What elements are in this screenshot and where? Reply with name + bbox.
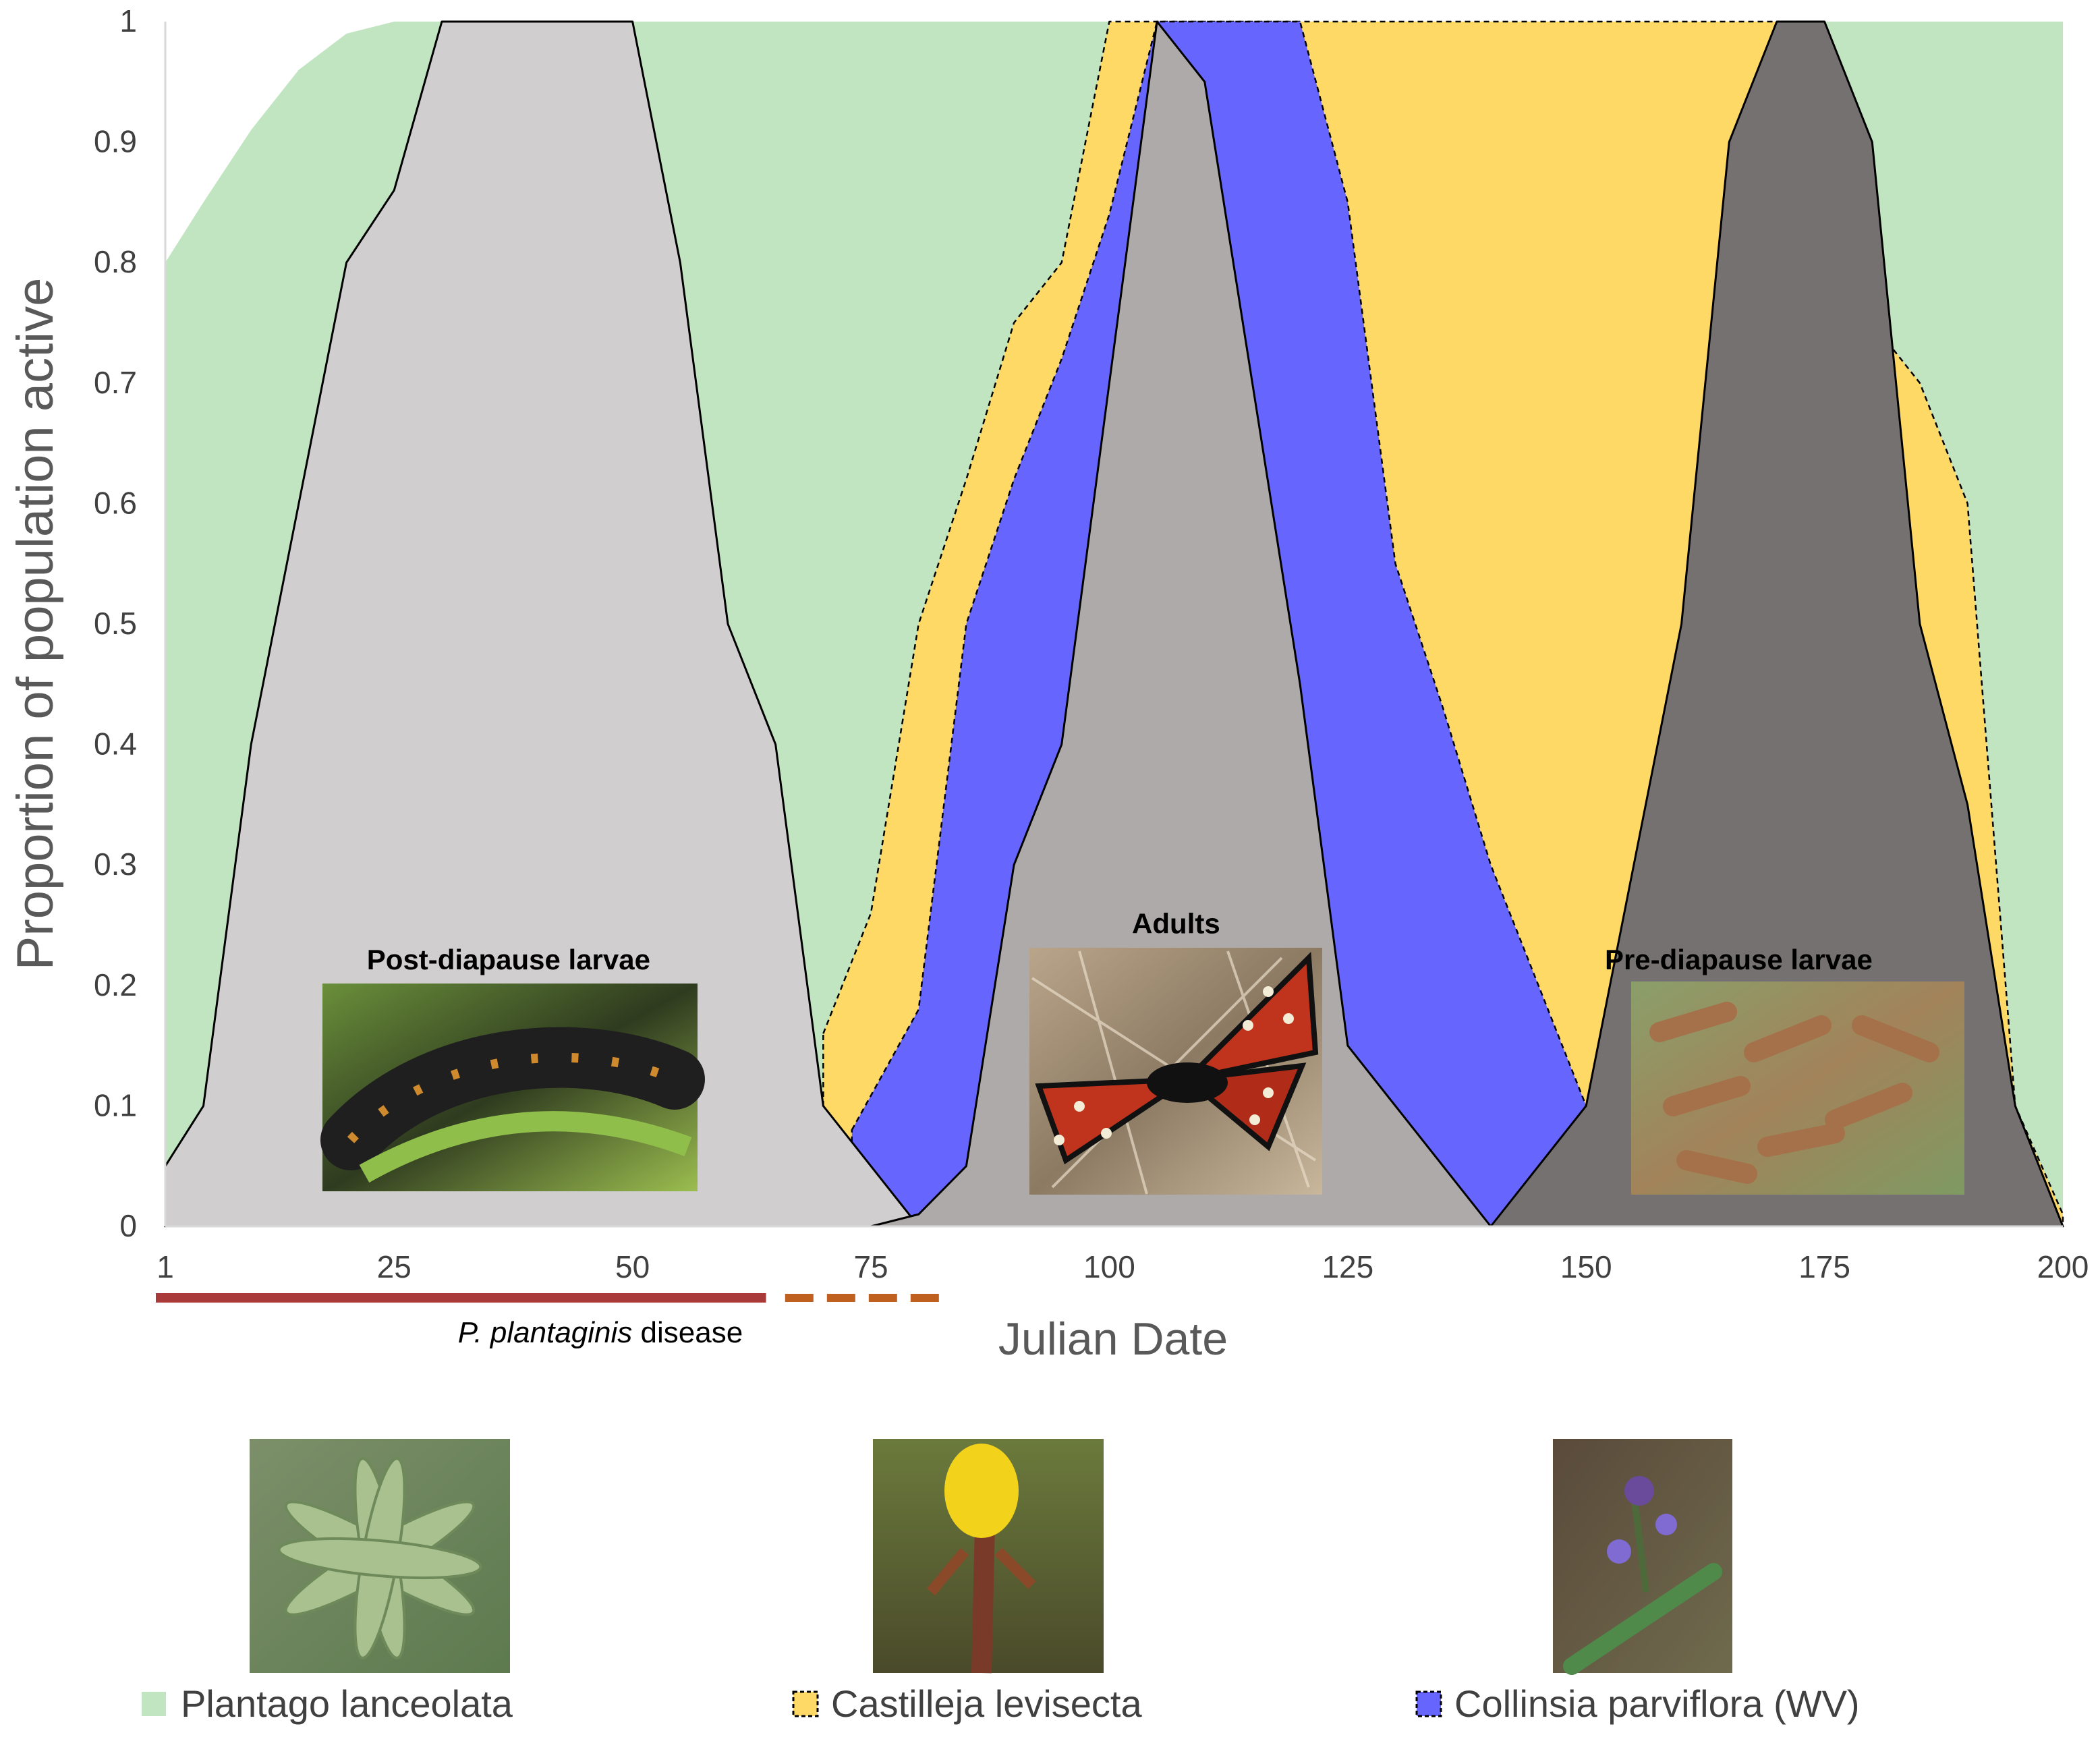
y-axis-title: Proportion of population active: [7, 278, 64, 971]
y-tick-label: 0: [119, 1208, 137, 1243]
x-tick-label: 1: [157, 1249, 174, 1284]
x-tick-label: 50: [615, 1249, 650, 1284]
y-tick-label: 0.3: [94, 847, 137, 882]
stage-label-post-diapause-larvae: Post-diapause larvae: [367, 944, 650, 975]
y-tick-label: 0.7: [94, 365, 137, 400]
legend-label-collinsia: Collinsia parviflora (WV): [1454, 1682, 1860, 1725]
x-axis-title: Julian Date: [998, 1313, 1228, 1365]
y-tick-label: 0.2: [94, 967, 137, 1002]
collinsia-photo: [1553, 1439, 1732, 1675]
stage-labels: Post-diapause larvae Adults Pre-diapause l…: [367, 908, 1873, 976]
x-tick-label: 175: [1798, 1249, 1850, 1284]
x-tick-label: 150: [1560, 1249, 1612, 1284]
legend-label-castilleja: Castilleja levisecta: [831, 1682, 1142, 1725]
disease-label: P. plantaginis disease: [458, 1316, 743, 1349]
post-diapause-larvae-photo: [320, 984, 705, 1191]
axis-ticks: 00.10.20.30.40.50.60.70.80.911 25 50 75 100 1…: [94, 3, 2089, 1284]
stage-label-pre-diapause-larvae: Pre-diapause larvae: [1605, 944, 1873, 975]
castilleja-photo: [873, 1439, 1104, 1674]
legend-swatch-castilleja: [792, 1690, 819, 1717]
area-post-diapause-larvae: [164, 20, 920, 1228]
x-tick-label: 125: [1322, 1249, 1373, 1284]
adult-butterfly-photo: [1029, 948, 1322, 1195]
legend-label-plantago: Plantago lanceolata: [181, 1682, 513, 1725]
legend-swatch-plantago: [142, 1692, 166, 1716]
stage-label-adults: Adults: [1132, 908, 1220, 940]
pre-diapause-larvae-photo: [1631, 981, 1964, 1195]
y-tick-label: 0.1: [94, 1087, 137, 1122]
y-tick-label: 0.4: [94, 727, 137, 762]
legend-swatch-collinsia: [1415, 1690, 1442, 1717]
y-tick-label: 1: [119, 3, 137, 38]
area-adults: [870, 20, 1492, 1228]
area-pre-diapause-larvae: [1489, 20, 2064, 1228]
x-tick-label: 200: [2037, 1249, 2089, 1284]
x-tick-label: 25: [377, 1249, 412, 1284]
x-tick-label: 100: [1083, 1249, 1135, 1284]
y-tick-label: 0.6: [94, 485, 137, 520]
plantago-photo: [250, 1439, 510, 1673]
y-tick-label: 0.9: [94, 124, 137, 159]
legend: Plantago lanceolata Castilleja levisecta…: [142, 1682, 1860, 1725]
x-tick-label: 75: [853, 1249, 888, 1284]
series-areas: [164, 20, 2064, 1228]
y-tick-label: 0.8: [94, 244, 137, 279]
y-tick-label: 0.5: [94, 606, 137, 641]
